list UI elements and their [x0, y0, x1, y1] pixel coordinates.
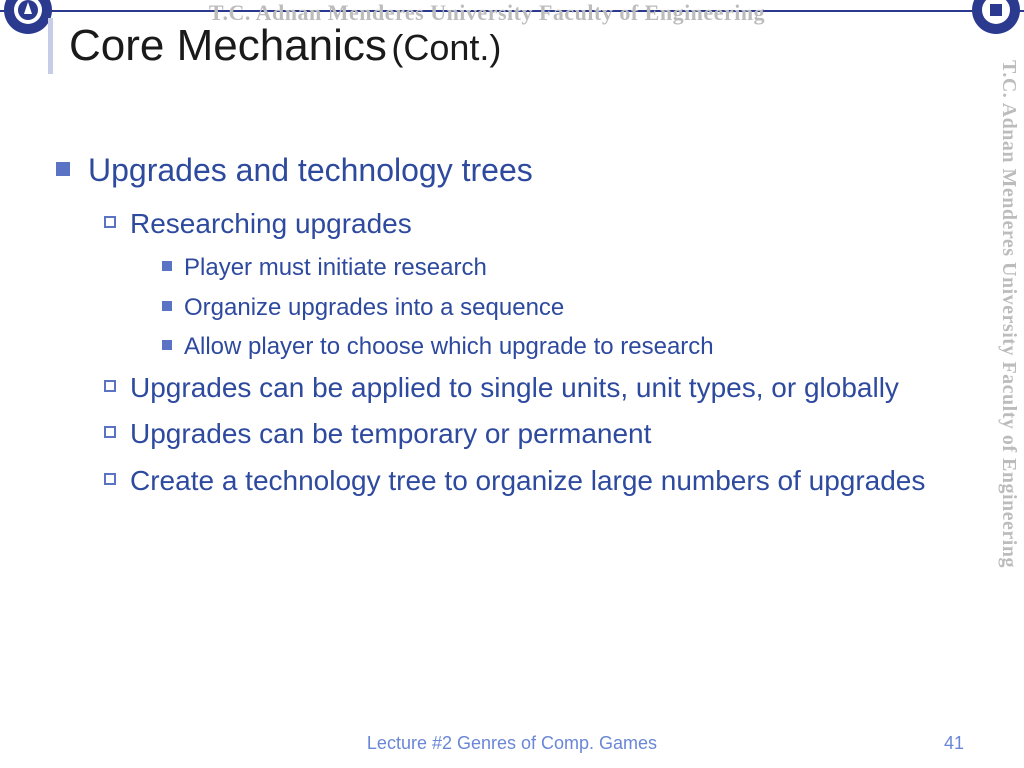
page-number: 41	[944, 733, 964, 754]
hollow-square-bullet-icon	[104, 473, 116, 485]
bullet-level2: Upgrades can be applied to single units,…	[104, 370, 944, 406]
bullet-level2: Upgrades can be temporary or permanent	[104, 416, 944, 452]
slide-content: Upgrades and technology trees Researchin…	[56, 150, 944, 509]
bullet-text: Create a technology tree to organize lar…	[130, 463, 925, 499]
bullet-text: Upgrades can be temporary or permanent	[130, 416, 651, 452]
bullet-level2: Create a technology tree to organize lar…	[104, 463, 944, 499]
bullet-level3: Allow player to choose which upgrade to …	[162, 331, 944, 362]
bullet-level3: Player must initiate research	[162, 252, 944, 283]
bullet-text: Organize upgrades into a sequence	[184, 292, 564, 323]
bullet-level1: Upgrades and technology trees	[56, 150, 944, 190]
slide-title: Core Mechanics (Cont.)	[48, 18, 501, 74]
title-sub-text: (Cont.)	[391, 27, 501, 68]
watermark-right: T.C. Adnan Menderes University Faculty o…	[988, 60, 1020, 728]
title-accent-bar	[48, 18, 53, 74]
bullet-level3: Organize upgrades into a sequence	[162, 292, 944, 323]
bullet-level2: Researching upgrades	[104, 206, 944, 242]
footer-lecture-label: Lecture #2 Genres of Comp. Games	[0, 733, 1024, 754]
hollow-square-bullet-icon	[104, 426, 116, 438]
university-logo-left	[4, 0, 52, 34]
faculty-logo-right	[972, 0, 1020, 34]
bullet-text: Allow player to choose which upgrade to …	[184, 331, 714, 362]
bullet-text: Upgrades can be applied to single units,…	[130, 370, 899, 406]
small-square-bullet-icon	[162, 301, 172, 311]
small-square-bullet-icon	[162, 340, 172, 350]
bullet-text: Player must initiate research	[184, 252, 487, 283]
title-main-text: Core Mechanics	[69, 21, 387, 70]
square-bullet-icon	[56, 162, 70, 176]
bullet-text: Researching upgrades	[130, 206, 412, 242]
small-square-bullet-icon	[162, 261, 172, 271]
hollow-square-bullet-icon	[104, 380, 116, 392]
header-rule	[0, 10, 1024, 12]
bullet-text: Upgrades and technology trees	[88, 150, 533, 190]
hollow-square-bullet-icon	[104, 216, 116, 228]
